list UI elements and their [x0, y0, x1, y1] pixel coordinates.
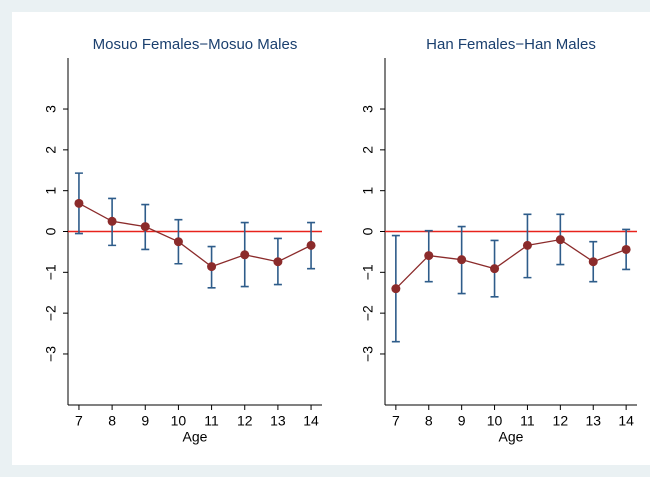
panel-title: Mosuo Females−Mosuo Males [93, 36, 298, 53]
point [107, 216, 117, 226]
point [173, 237, 183, 247]
x-tick-label: 14 [303, 413, 319, 429]
y-tick-label: 0 [43, 227, 59, 235]
x-tick-label: 9 [458, 413, 466, 429]
y-tick-label: 1 [43, 187, 59, 195]
point [74, 198, 84, 208]
y-tick-label: −3 [43, 346, 59, 362]
y-tick-label: 0 [360, 227, 376, 235]
y-tick-label: 1 [360, 187, 376, 195]
point [555, 235, 565, 245]
x-tick-label: 12 [553, 413, 569, 429]
y-tick-label: −1 [360, 264, 376, 280]
x-tick-label: 10 [171, 413, 187, 429]
x-tick-label: 8 [425, 413, 433, 429]
x-tick-label: 14 [618, 413, 634, 429]
x-axis-label: Age [183, 429, 208, 445]
y-tick-label: −3 [360, 346, 376, 362]
x-tick-label: 7 [392, 413, 400, 429]
point [140, 222, 150, 232]
point [490, 264, 500, 274]
x-tick-label: 8 [108, 413, 116, 429]
x-tick-label: 10 [487, 413, 503, 429]
y-tick-label: −2 [43, 305, 59, 321]
point [457, 255, 467, 265]
y-tick-label: 2 [360, 146, 376, 154]
x-tick-label: 9 [141, 413, 149, 429]
y-tick-label: 3 [43, 105, 59, 113]
y-tick-label: −2 [360, 305, 376, 321]
point [621, 244, 631, 254]
x-axis-label: Age [499, 429, 524, 445]
x-tick-label: 11 [520, 413, 535, 429]
x-tick-label: 13 [585, 413, 601, 429]
point [424, 251, 434, 261]
point [588, 257, 598, 267]
x-tick-label: 12 [237, 413, 253, 429]
point [207, 262, 217, 272]
series-line [395, 238, 627, 290]
series-line [78, 202, 312, 268]
point [522, 240, 532, 250]
panel-title: Han Females−Han Males [426, 36, 596, 53]
y-tick-label: 3 [360, 105, 376, 113]
x-tick-label: 13 [270, 413, 286, 429]
point [273, 257, 283, 267]
x-tick-label: 7 [75, 413, 83, 429]
point [306, 240, 316, 250]
plot-region [12, 12, 650, 465]
x-tick-label: 11 [204, 413, 219, 429]
y-tick-label: 2 [43, 146, 59, 154]
point [391, 284, 401, 294]
y-tick-label: −1 [43, 264, 59, 280]
point [240, 250, 250, 260]
